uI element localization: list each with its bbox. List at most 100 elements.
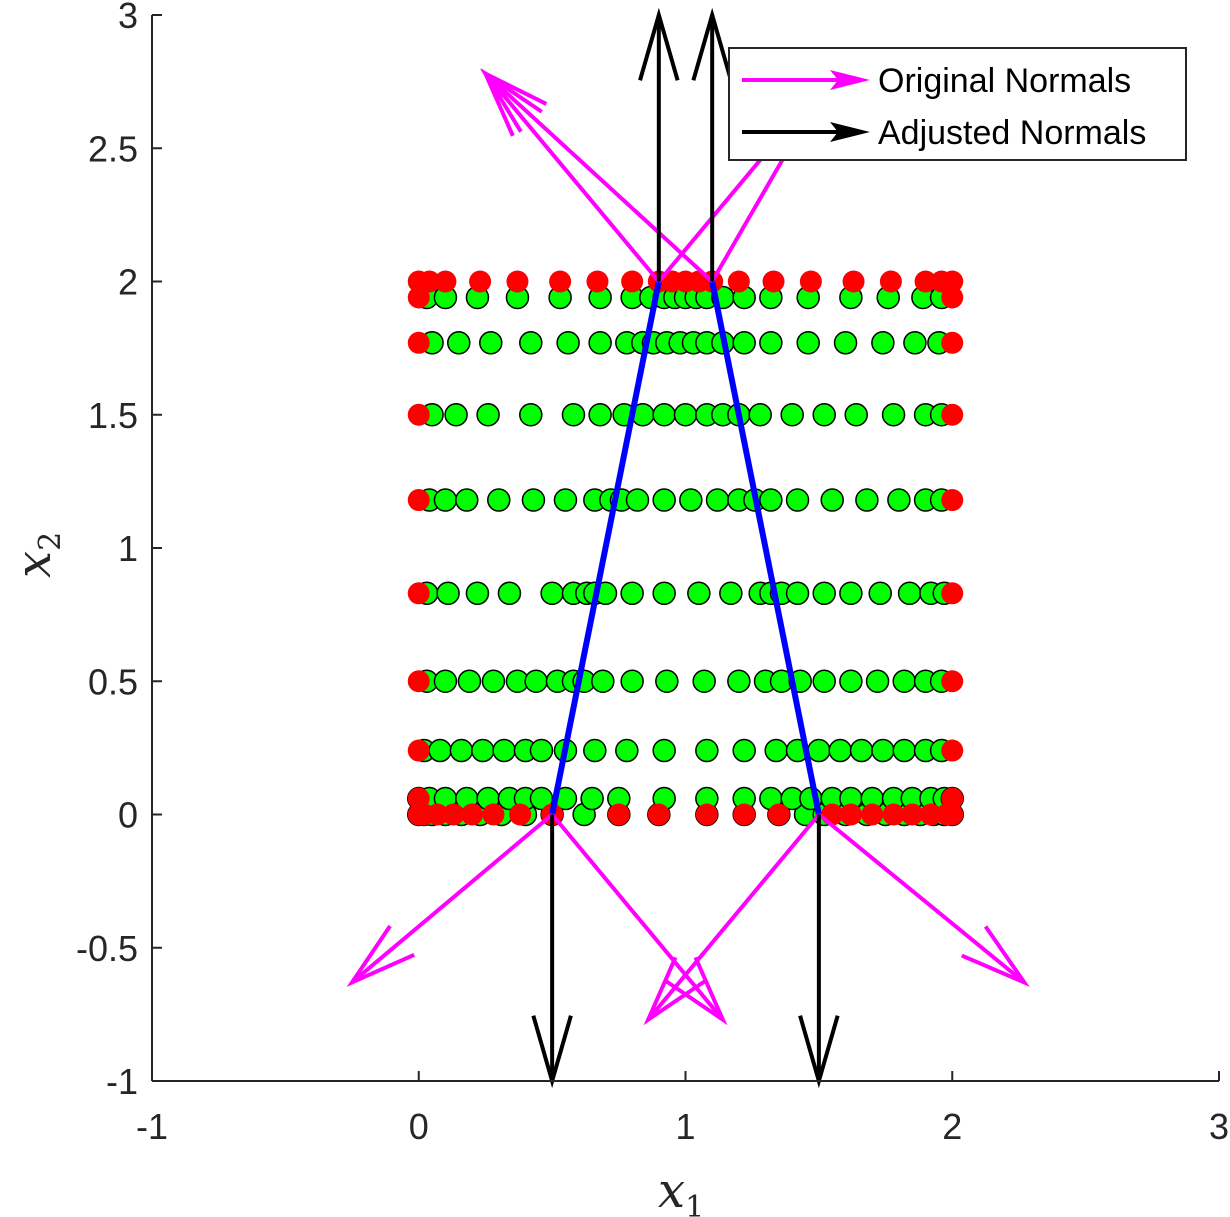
legend: Original Normals Adjusted Normals <box>728 47 1187 161</box>
interior-point <box>457 669 482 693</box>
boundary-point-top <box>879 270 902 293</box>
interior-point <box>556 331 580 355</box>
interior-point <box>652 581 676 606</box>
x-tick-label: 3 <box>1209 1106 1229 1147</box>
trapezoid-left-edge <box>549 280 662 816</box>
boundary-point-top <box>549 270 572 293</box>
boundary-point-bottom <box>442 803 465 826</box>
interior-point <box>481 669 506 693</box>
interior-point <box>588 331 612 355</box>
y-tick-label: 2.5 <box>88 128 138 169</box>
interior-point <box>820 488 844 512</box>
y-tick-label: 1.5 <box>88 395 138 436</box>
x-tick-label: 0 <box>409 1106 429 1147</box>
interior-point <box>625 488 650 512</box>
boundary-point-bottom <box>509 803 532 826</box>
boundary-point-bottom <box>861 803 884 826</box>
boundary-point-top <box>799 270 822 293</box>
boundary-point-top <box>914 270 937 293</box>
interior-point <box>553 488 578 512</box>
interior-point <box>580 786 604 811</box>
x-axis-label: x1 <box>658 1163 704 1217</box>
boundary-point-bottom <box>901 803 924 826</box>
boundary-point-bottom <box>647 803 670 826</box>
interior-point <box>433 669 458 693</box>
y-tick-label: -1 <box>106 1061 138 1102</box>
interior-point <box>812 581 836 606</box>
interior-point <box>655 669 679 693</box>
interior-point <box>759 331 783 355</box>
interior-point <box>615 738 639 763</box>
interior-point <box>487 488 511 512</box>
legend-item-original: Original Normals <box>742 62 1131 100</box>
interior-point <box>828 738 852 763</box>
boundary-point-top <box>842 270 865 293</box>
interior-point <box>732 331 756 355</box>
interior-point <box>479 331 503 355</box>
boundary-point-top <box>506 270 529 293</box>
interior-point <box>492 738 516 763</box>
axes <box>151 15 1219 1082</box>
y-tick-label: 1 <box>118 528 138 569</box>
interior-point <box>748 403 772 427</box>
interior-point <box>529 738 554 763</box>
arrows-layer <box>346 7 1030 1089</box>
boundary-point-top <box>762 270 785 293</box>
interior-point <box>881 403 906 427</box>
interior-point <box>807 738 831 763</box>
interior-point <box>839 669 863 693</box>
interior-point <box>897 581 922 606</box>
interior-point <box>839 581 863 606</box>
interior-point <box>780 403 804 427</box>
boundary-point-left <box>407 403 430 426</box>
boundary-point-right <box>941 670 964 693</box>
boundary-point-bottom <box>839 803 862 826</box>
boundary-point-left <box>407 286 430 309</box>
interior-point <box>433 488 458 512</box>
ticks: -1 0 1 2 3 -1 -0.5 0 0.5 1 1.5 2 2.5 3 <box>76 0 1229 1147</box>
interior-point <box>785 581 810 606</box>
original-normal-arrow <box>480 68 714 283</box>
trapezoid-right-edge <box>709 280 822 816</box>
interior-point <box>444 403 468 427</box>
boundary-point-right <box>941 403 964 426</box>
interior-point <box>561 403 586 427</box>
interior-point <box>588 403 612 427</box>
adjusted-normal-arrow <box>691 7 733 282</box>
boundary-point-right <box>941 739 964 762</box>
boundary-point-bottom <box>941 803 964 826</box>
interior-point <box>679 488 703 512</box>
interior-point <box>871 331 895 355</box>
adjusted-normal-arrow <box>531 814 573 1089</box>
lines-layer <box>549 280 822 816</box>
interior-point <box>785 488 810 512</box>
boundary-point-bottom <box>461 803 484 826</box>
x-tick-label: -1 <box>136 1106 168 1147</box>
boundary-point-left <box>407 582 430 605</box>
legend-original-arrowhead <box>830 70 870 90</box>
interior-point <box>705 488 730 512</box>
interior-point <box>732 738 756 763</box>
y-tick-label: 3 <box>118 0 138 36</box>
boundary-point-top <box>586 270 609 293</box>
interior-point <box>497 581 522 606</box>
legend-adjusted-label: Adjusted Normals <box>878 114 1146 152</box>
boundary-point-top <box>941 270 964 293</box>
interior-point <box>476 403 500 427</box>
interior-point <box>865 669 890 693</box>
interior-point <box>519 403 543 427</box>
boundary-point-bottom <box>882 803 905 826</box>
interior-point <box>455 488 479 512</box>
boundary-point-top <box>727 270 750 293</box>
interior-point <box>620 669 644 693</box>
interior-point <box>849 738 874 763</box>
boundary-point-right <box>941 286 964 309</box>
original-normal-arrow <box>643 813 821 1026</box>
boundary-point-top <box>469 270 492 293</box>
boundary-point-bottom <box>426 803 449 826</box>
interior-point <box>524 669 548 693</box>
interior-point <box>833 331 858 355</box>
boundary-point-right <box>941 582 964 605</box>
x-tick-label: 2 <box>942 1106 962 1147</box>
